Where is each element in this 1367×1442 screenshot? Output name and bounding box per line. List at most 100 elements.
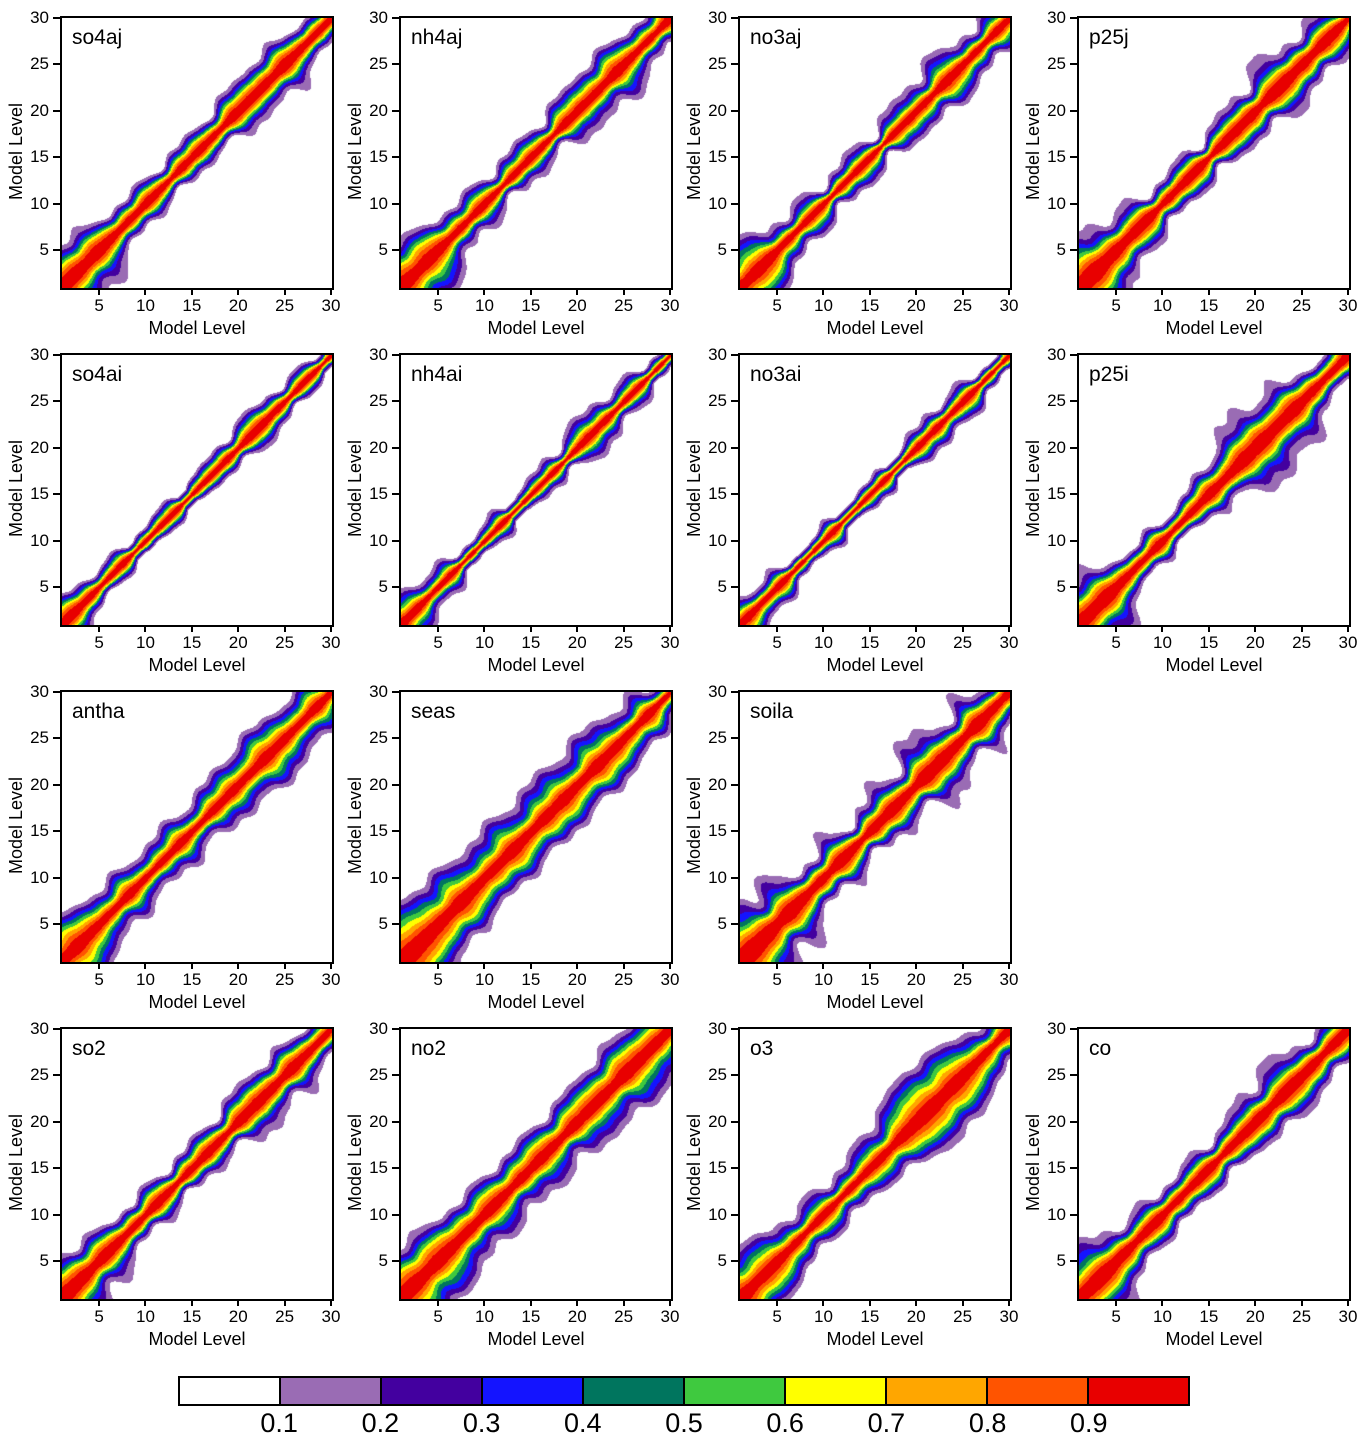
x-tick-mark xyxy=(776,288,779,295)
contour-canvas xyxy=(740,1029,1010,1299)
species-label: soila xyxy=(750,700,794,723)
contour-canvas xyxy=(62,18,332,288)
y-tick-label: 30 xyxy=(30,1019,49,1038)
x-tick-mark xyxy=(98,288,101,295)
x-tick-mark xyxy=(622,1299,625,1306)
y-tick-mark xyxy=(731,539,738,542)
x-tick-label: 20 xyxy=(228,970,248,989)
x-tick-mark xyxy=(437,288,440,295)
y-axis-label-text: Model Level xyxy=(1023,102,1044,200)
x-tick-label: 25 xyxy=(1292,296,1312,315)
x-tick-label: 15 xyxy=(182,633,202,652)
y-tick-label: 30 xyxy=(369,1019,388,1038)
x-tick-mark xyxy=(622,962,625,969)
x-tick-mark xyxy=(144,625,147,632)
y-tick-label: 5 xyxy=(717,576,727,596)
panel-grid: Model Level so4aj 5 5 10 10 15 15 20 20 25 25 30 30 Mo… xyxy=(6,6,1362,1354)
contour-canvas xyxy=(401,18,671,288)
y-tick-mark xyxy=(1070,1213,1077,1216)
x-tick-mark xyxy=(622,625,625,632)
y-tick-label: 30 xyxy=(1047,1019,1066,1038)
species-label: nh4ai xyxy=(411,363,463,386)
y-tick-mark xyxy=(392,691,399,693)
y-tick-label: 5 xyxy=(717,239,727,259)
y-tick-mark xyxy=(731,1074,738,1077)
x-tick-mark xyxy=(1008,288,1010,295)
y-tick-mark xyxy=(731,156,738,159)
species-label: so2 xyxy=(72,1037,106,1060)
plot-area xyxy=(60,16,334,290)
x-tick-label: 15 xyxy=(521,1307,541,1326)
contour-canvas xyxy=(740,355,1010,625)
y-axis-label-text: Model Level xyxy=(6,102,27,200)
x-tick-label: 30 xyxy=(1338,633,1358,652)
plot-area xyxy=(738,690,1012,964)
y-tick-mark xyxy=(392,1259,399,1262)
y-tick-mark xyxy=(731,446,738,449)
x-tick-label: 25 xyxy=(953,296,973,315)
y-tick-mark xyxy=(731,202,738,205)
x-tick-mark xyxy=(1207,625,1210,632)
panel-no3ai: Model Level no3ai 5 5 10 10 15 15 20 20 25 25 30 30 Mo… xyxy=(684,343,1023,680)
species-label: p25j xyxy=(1089,26,1129,49)
y-tick-mark xyxy=(1070,1259,1077,1262)
x-axis-label: Model Level xyxy=(487,1329,585,1349)
y-tick-label: 30 xyxy=(708,1019,727,1038)
y-tick-mark xyxy=(1070,1167,1077,1170)
y-tick-mark xyxy=(392,830,399,833)
x-tick-mark xyxy=(961,962,964,969)
x-tick-label: 25 xyxy=(614,633,634,652)
y-tick-label: 20 xyxy=(1047,100,1066,120)
y-tick-label: 30 xyxy=(708,682,727,701)
x-tick-mark xyxy=(237,288,240,295)
x-tick-label: 30 xyxy=(321,1307,341,1326)
y-tick-mark xyxy=(53,1074,60,1077)
contour-canvas xyxy=(740,692,1010,962)
colorbar-labels: 0.1 0.2 0.3 0.4 0.5 0.6 0.7 0.8 0.9 xyxy=(178,1406,1190,1440)
y-tick-mark xyxy=(53,876,60,879)
y-tick-label: 5 xyxy=(717,913,727,933)
colorbar-scale xyxy=(178,1376,1190,1406)
x-tick-mark xyxy=(822,288,825,295)
y-tick-label: 10 xyxy=(30,1204,49,1224)
colorbar-segment-8 xyxy=(986,1378,1087,1404)
species-label: no2 xyxy=(411,1037,447,1060)
x-tick-label: 15 xyxy=(182,296,202,315)
y-tick-label: 25 xyxy=(708,54,727,74)
y-axis-label: Model Level xyxy=(6,1027,28,1297)
plot-area xyxy=(738,353,1012,627)
panel-so4ai: Model Level so4ai 5 5 10 10 15 15 20 20 25 25 30 30 Mo… xyxy=(6,343,345,680)
y-tick-mark xyxy=(392,493,399,496)
x-tick-label: 25 xyxy=(275,970,295,989)
y-tick-mark xyxy=(1070,493,1077,496)
y-tick-mark xyxy=(392,63,399,66)
x-tick-mark xyxy=(437,962,440,969)
panel-p25j: Model Level p25j 5 5 10 10 15 15 20 20 25 25 30 30 Mod… xyxy=(1023,6,1362,343)
x-tick-mark xyxy=(868,962,871,969)
x-tick-mark xyxy=(283,1299,286,1306)
x-tick-label: 15 xyxy=(182,1307,202,1326)
x-tick-label: 20 xyxy=(906,633,926,652)
y-tick-label: 15 xyxy=(708,821,727,841)
x-tick-mark xyxy=(822,625,825,632)
y-tick-mark xyxy=(731,1213,738,1216)
x-axis-label: Model Level xyxy=(1165,318,1263,338)
x-tick-mark xyxy=(283,962,286,969)
x-tick-mark xyxy=(237,962,240,969)
y-axis-label-text: Model Level xyxy=(1023,1113,1044,1211)
panel-co: Model Level co 5 5 10 10 15 15 20 20 25 25 30 30 Model… xyxy=(1023,1017,1362,1354)
y-tick-label: 15 xyxy=(369,484,388,504)
x-tick-label: 20 xyxy=(567,1307,587,1326)
x-tick-label: 5 xyxy=(1111,1307,1121,1326)
y-tick-mark xyxy=(1070,585,1077,588)
y-tick-label: 30 xyxy=(369,682,388,701)
y-tick-label: 20 xyxy=(369,100,388,120)
x-tick-label: 30 xyxy=(660,970,680,989)
species-label: no3ai xyxy=(750,363,802,386)
y-tick-mark xyxy=(731,1167,738,1170)
y-tick-mark xyxy=(53,400,60,403)
y-tick-mark xyxy=(53,109,60,112)
contour-canvas xyxy=(401,355,671,625)
x-tick-label: 30 xyxy=(660,1307,680,1326)
panel-so4aj: Model Level so4aj 5 5 10 10 15 15 20 20 25 25 30 30 Mo… xyxy=(6,6,345,343)
